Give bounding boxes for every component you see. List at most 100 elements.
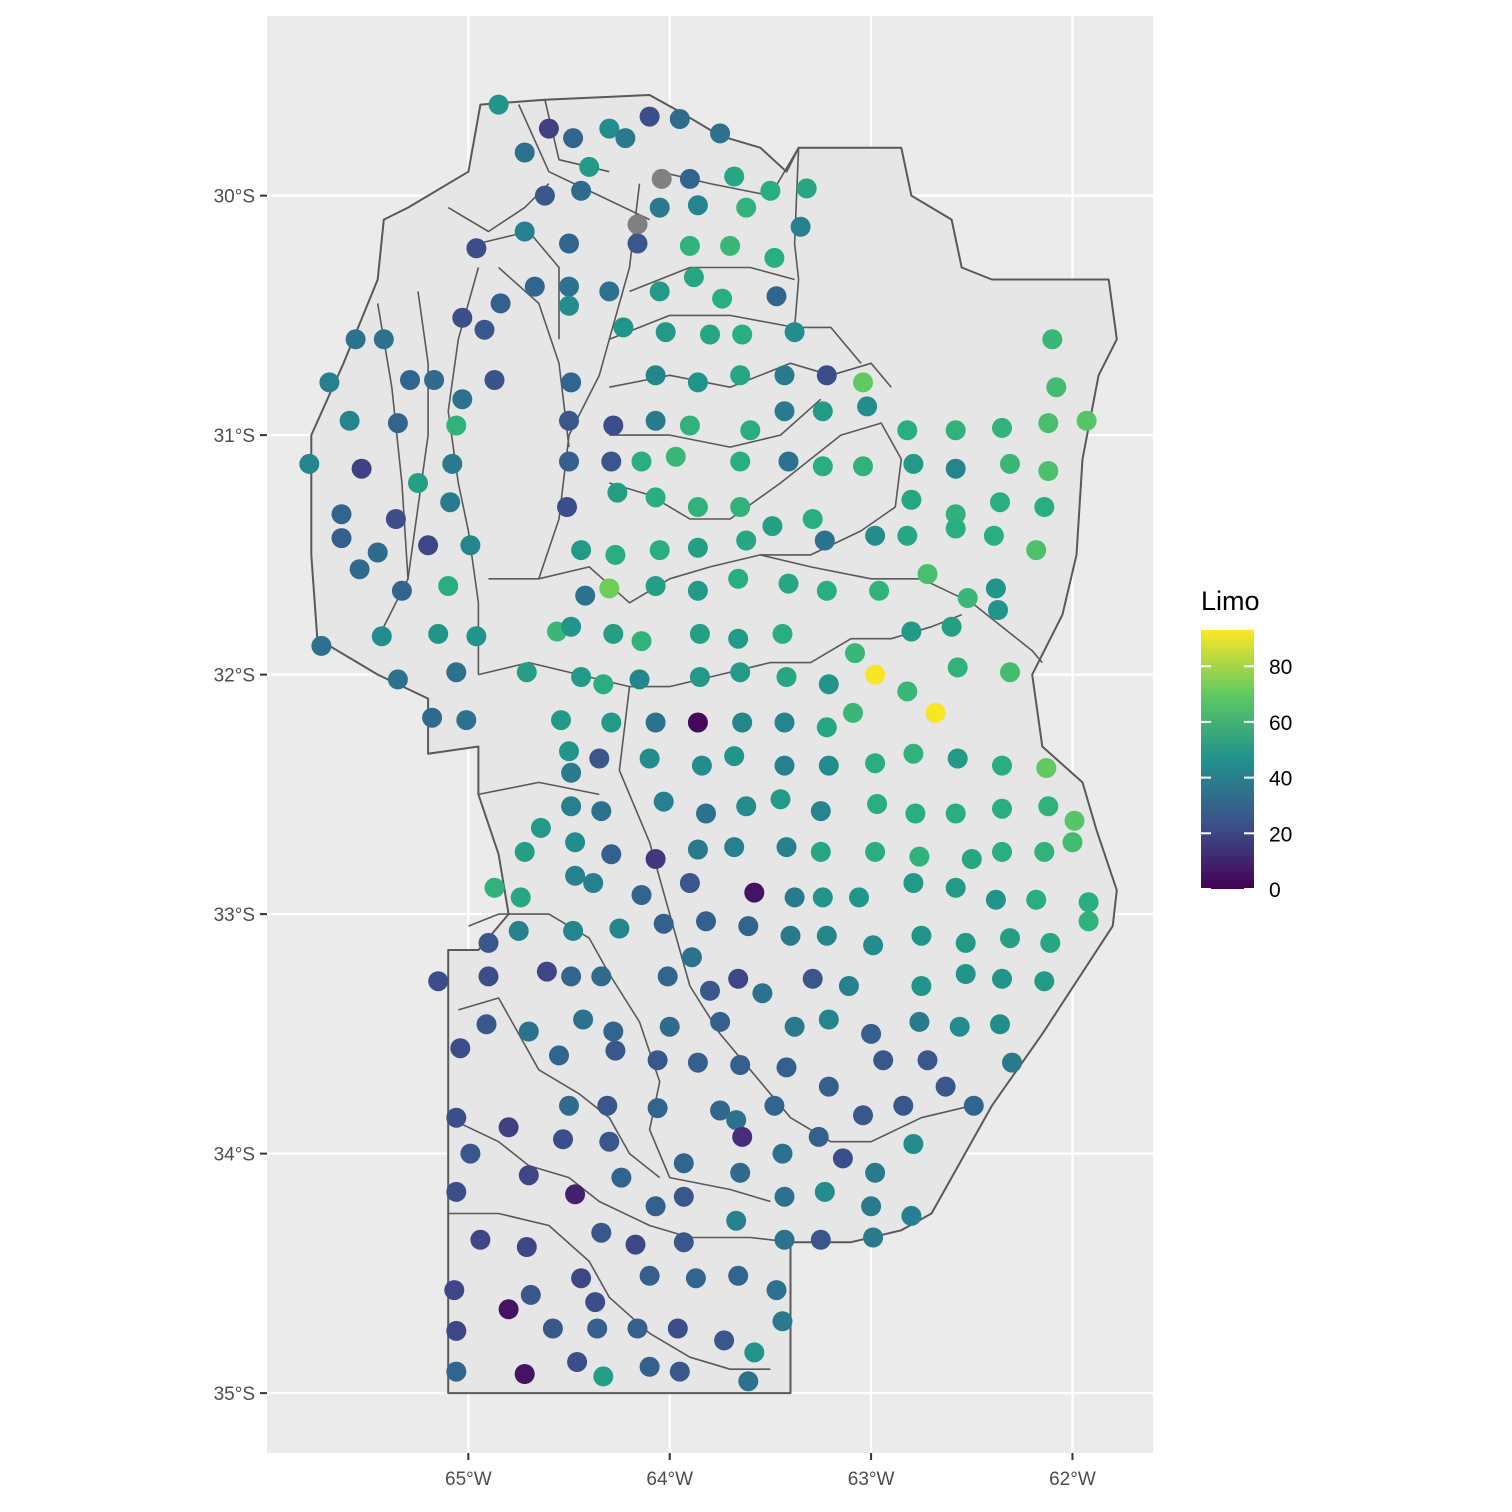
station-point-160 <box>818 674 839 695</box>
station-point-118 <box>897 525 918 546</box>
station-point-59 <box>339 410 360 431</box>
station-point-125 <box>575 585 596 606</box>
station-point-41 <box>655 322 676 343</box>
station-point-345 <box>446 1361 467 1382</box>
station-point-233 <box>508 920 529 941</box>
station-point-247 <box>428 971 449 992</box>
station-point-311 <box>446 1181 467 1202</box>
station-point-102 <box>802 509 823 529</box>
station-point-42 <box>700 324 720 345</box>
station-point-325 <box>774 1229 795 1250</box>
station-point-256 <box>752 983 773 1004</box>
station-point-94 <box>385 509 406 529</box>
station-point-289 <box>647 1098 668 1119</box>
station-point-227 <box>985 889 1006 910</box>
station-point-46 <box>373 329 394 350</box>
station-point-310 <box>865 1162 886 1183</box>
station-point-297 <box>498 1117 519 1138</box>
station-point-127 <box>645 576 666 596</box>
station-point-283 <box>917 1050 938 1071</box>
station-point-5 <box>615 128 636 149</box>
station-point-23 <box>559 233 579 254</box>
station-point-202 <box>530 817 551 838</box>
station-point-26 <box>720 235 741 256</box>
station-point-62 <box>559 410 579 431</box>
station-point-158 <box>730 662 751 683</box>
district-boundary-4 <box>793 147 800 328</box>
station-point-318 <box>901 1205 922 1226</box>
station-point-177 <box>589 748 610 769</box>
station-point-8 <box>710 123 731 144</box>
station-point-341 <box>667 1318 688 1339</box>
station-point-36 <box>490 293 511 314</box>
station-point-271 <box>818 1009 839 1030</box>
station-point-43 <box>732 324 753 345</box>
station-point-78 <box>351 458 372 479</box>
station-point-139 <box>466 626 487 647</box>
station-point-192 <box>696 803 716 824</box>
station-point-326 <box>810 1229 831 1250</box>
station-point-108 <box>367 542 388 563</box>
station-point-304 <box>903 1134 924 1154</box>
station-point-268 <box>659 1016 680 1037</box>
station-point-204 <box>514 841 535 862</box>
station-point-88 <box>853 456 873 477</box>
station-point-67 <box>774 401 795 422</box>
station-point-182 <box>818 755 839 776</box>
province-map <box>310 94 1118 1395</box>
station-point-327 <box>863 1227 884 1248</box>
station-point-161 <box>865 664 886 685</box>
station-point-306 <box>518 1165 539 1186</box>
station-point-75 <box>1046 377 1067 398</box>
station-point-200 <box>1038 796 1059 817</box>
station-point-285 <box>818 1076 839 1097</box>
legend-tick-label-1: 20 <box>1269 823 1292 846</box>
station-point-348 <box>593 1366 614 1387</box>
station-point-150 <box>988 600 1008 620</box>
station-point-15 <box>534 185 555 206</box>
station-point-255 <box>728 968 749 989</box>
station-point-25 <box>679 235 700 256</box>
station-point-40 <box>613 317 634 338</box>
station-point-66 <box>740 420 761 441</box>
station-point-148 <box>901 621 922 642</box>
station-point-93 <box>331 504 352 525</box>
station-point-18 <box>649 197 670 218</box>
station-point-350 <box>669 1361 690 1382</box>
station-point-131 <box>816 580 837 601</box>
station-point-226 <box>945 877 966 898</box>
station-point-241 <box>863 935 884 956</box>
station-point-54 <box>687 372 708 393</box>
station-point-298 <box>553 1129 573 1150</box>
station-point-332 <box>639 1265 660 1286</box>
legend-tick-label-0: 0 <box>1269 879 1281 902</box>
station-point-351 <box>738 1371 759 1392</box>
station-point-107 <box>331 528 352 549</box>
station-point-224 <box>849 887 869 908</box>
station-point-269 <box>710 1011 731 1032</box>
station-point-53 <box>645 365 666 386</box>
station-point-64 <box>645 410 666 431</box>
station-point-212 <box>909 846 930 867</box>
station-point-235 <box>609 918 630 939</box>
station-point-201 <box>1064 810 1085 831</box>
station-point-164 <box>947 657 968 678</box>
station-point-98 <box>645 487 666 508</box>
station-point-49 <box>424 370 445 390</box>
station-point-205 <box>601 844 622 865</box>
station-point-216 <box>1062 832 1083 853</box>
station-point-299 <box>599 1131 620 1152</box>
station-point-116 <box>814 530 835 551</box>
legend-tick-label-4: 80 <box>1269 656 1292 679</box>
station-point-20 <box>736 197 757 218</box>
station-point-225 <box>903 873 924 893</box>
station-point-74 <box>1076 410 1097 431</box>
station-point-115 <box>736 530 757 551</box>
x-tick-label-0: 65°W <box>445 1469 492 1490</box>
station-point-34 <box>712 288 733 309</box>
station-point-90 <box>945 458 966 479</box>
station-point-121 <box>1026 540 1047 561</box>
station-point-45 <box>345 329 366 350</box>
station-point-176 <box>559 741 579 762</box>
